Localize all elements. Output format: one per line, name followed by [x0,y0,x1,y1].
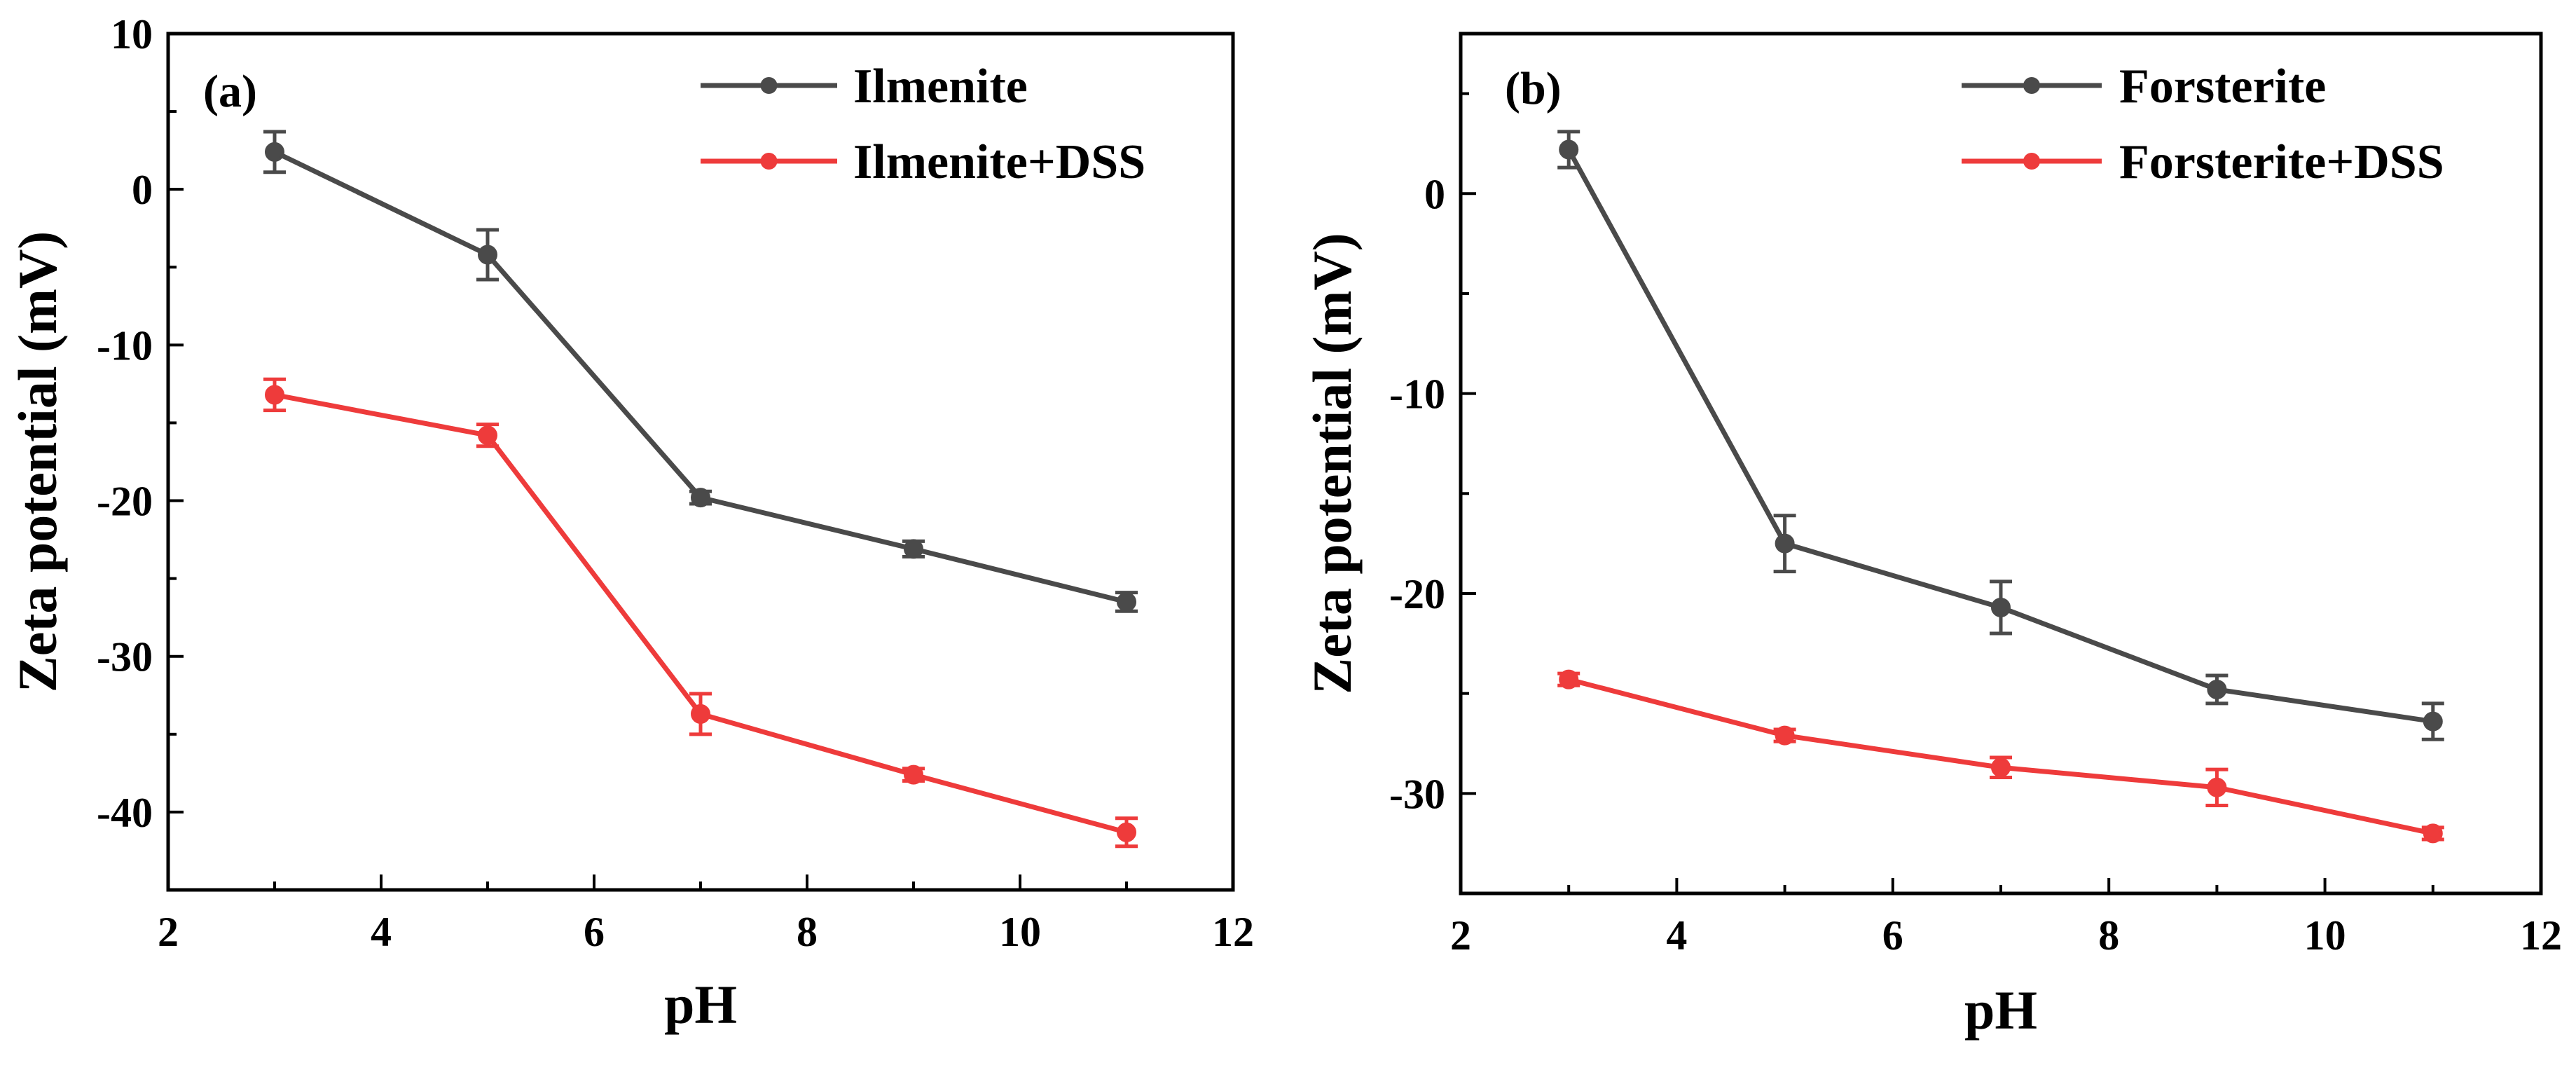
data-point [2423,711,2443,732]
y-tick-label: -40 [97,790,153,836]
legend-marker [760,153,778,170]
legend-label: Ilmenite+DSS [853,135,1145,189]
x-tick-label: 4 [371,909,392,955]
y-tick-label: -30 [97,634,153,680]
data-point [904,764,923,785]
x-axis-label: pH [664,974,737,1035]
legend-label: Forsterite [2119,60,2326,114]
data-point [1559,139,1579,160]
panel-label: (b) [1505,63,1562,114]
x-tick-label: 12 [2520,912,2562,959]
y-tick-label: 0 [132,167,153,213]
panel-label: (a) [203,66,257,117]
chart-panel-1: 2 4 6 8 10 12 -30 -20 -10 0 pH Zeta potential (mV) (… [1302,32,2562,1041]
data-point [265,142,284,162]
x-tick-label: 8 [797,909,818,955]
series-forsterite-dss [1557,669,2444,844]
data-point [1991,757,2011,778]
data-point [2207,679,2227,699]
data-point [1117,822,1136,842]
legend-label: Forsterite+DSS [2119,135,2444,189]
y-tick-label: -20 [1389,571,1445,617]
legend-entry: Forsterite+DSS [1962,135,2444,189]
data-point [478,425,497,446]
y-tick-label: -10 [97,322,153,369]
y-tick-label: -30 [1389,771,1445,817]
legend-entry: Ilmenite [701,60,1028,114]
legend-entry: Forsterite [1962,60,2326,114]
legend-entry: Ilmenite+DSS [701,135,1145,189]
data-point [2207,777,2227,797]
series-line [274,392,1127,835]
x-tick-label: 12 [1212,909,1254,955]
y-axis-label: Zeta potential (mV) [7,231,68,693]
data-point [1559,669,1579,690]
legend-marker [2023,153,2040,170]
series-line [1566,148,2434,725]
data-point [1775,533,1795,554]
data-point [1117,591,1136,612]
y-tick-label: -20 [97,479,153,525]
series-ilmenite [263,130,1138,613]
y-tick-label: 10 [111,11,153,57]
y-tick-label: 0 [1424,171,1445,217]
legend-marker [760,77,778,94]
legend-label: Ilmenite [853,60,1028,114]
y-axis-label: Zeta potential (mV) [1302,233,1363,694]
data-point [1991,597,2011,617]
data-point [1775,725,1795,746]
x-tick-label: 6 [1882,912,1903,959]
data-point [904,539,923,559]
x-tick-label: 4 [1666,912,1687,959]
x-tick-label: 8 [2098,912,2119,959]
data-point [265,385,284,405]
y-tick-label: -10 [1389,371,1445,418]
x-axis-label: pH [1964,980,2037,1041]
x-tick-label: 2 [158,909,179,955]
data-point [478,245,497,265]
chart-panel-0: 2 4 6 8 10 12 -40 -30 -20 -10 0 10 pH Zeta potential … [7,11,1254,1035]
series-line [273,149,1127,605]
series-ilmenite-dss [263,377,1138,849]
x-tick-label: 10 [999,909,1041,955]
x-tick-label: 6 [584,909,605,955]
x-tick-label: 10 [2304,912,2346,959]
legend-marker [2023,77,2040,94]
series-forsterite [1557,130,2444,741]
data-point [2423,823,2443,844]
x-tick-label: 2 [1450,912,1471,959]
data-point [691,704,710,724]
data-point [691,488,710,508]
